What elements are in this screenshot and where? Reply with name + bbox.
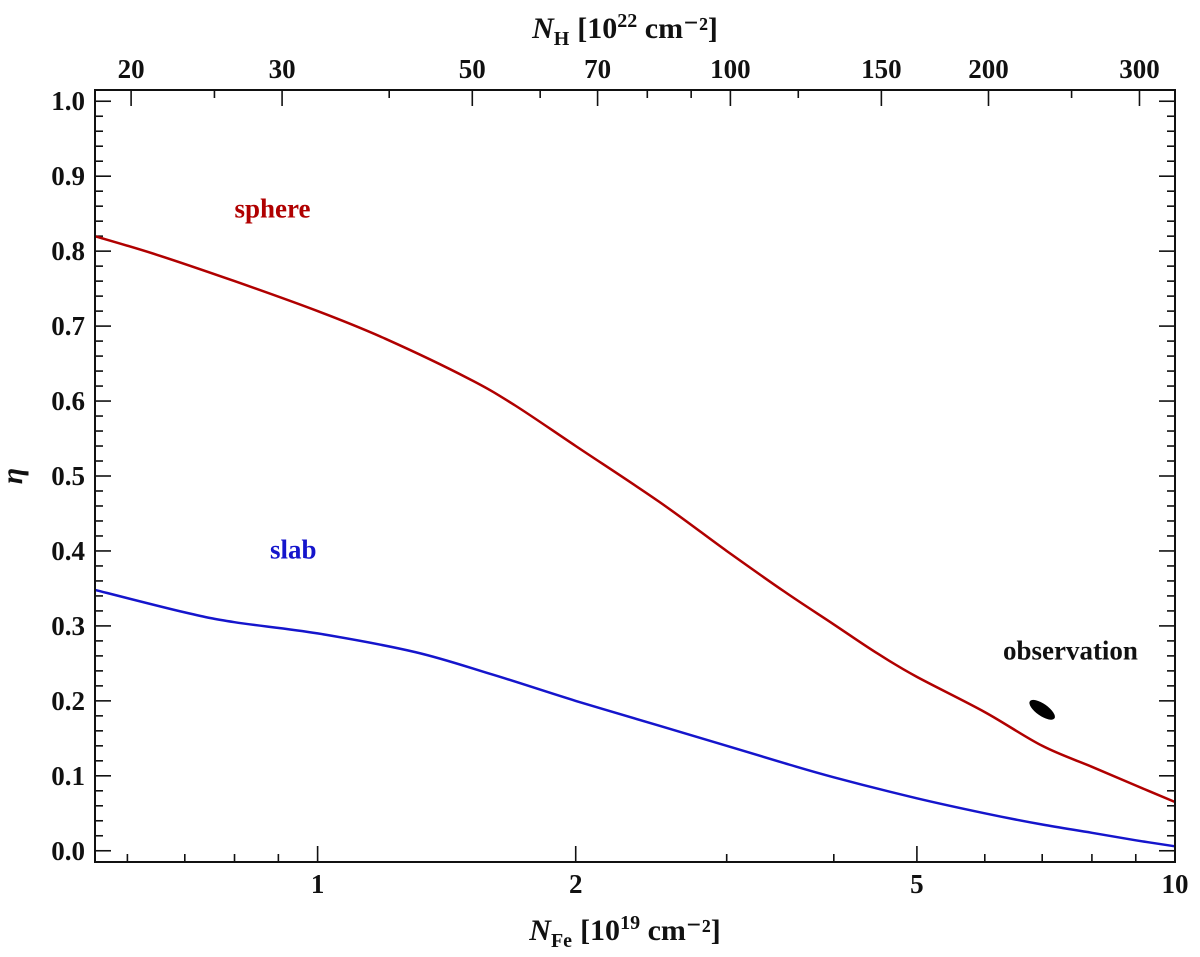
x-tick-label: 2 (569, 869, 583, 899)
y-tick-label: 0.3 (51, 611, 85, 641)
x-axis-unit-exponent: 19 (620, 912, 640, 934)
x-axis-title: NFe [1019 cm⁻²] (528, 912, 720, 952)
x-axis-subscript: Fe (551, 930, 572, 952)
series-label-slab: slab (270, 534, 317, 564)
y-tick-label: 0.6 (51, 386, 85, 416)
observation-marker (1029, 699, 1055, 720)
x-axis-unit-suffix: cm⁻²] (640, 914, 721, 947)
major-ticks (95, 90, 1176, 862)
y-tick-label: 0.0 (51, 836, 85, 866)
y-tick-label: 0.9 (51, 161, 85, 191)
y-tick-label: 0.1 (51, 761, 85, 791)
x-tick-label: 10 (1162, 869, 1189, 899)
tick-labels: 1 2 5 10 20 30 50 70 100 150 200 300 0.0 0.1 0.2 0.3 0.4… (51, 54, 1188, 899)
x-tick-label: 1 (311, 869, 325, 899)
series-line-slab (94, 588, 1176, 848)
y-tick-label: 0.7 (51, 311, 85, 341)
top-x-tick-label: 100 (710, 54, 751, 84)
series-label-sphere: sphere (235, 193, 311, 223)
top-axis-title: NH [1022 cm⁻²] (531, 10, 718, 50)
x-axis-symbol: N (528, 914, 552, 947)
top-x-tick-label: 20 (118, 54, 145, 84)
x-axis-unit-prefix: [10 (580, 914, 620, 947)
top-x-tick-label: 200 (968, 54, 1009, 84)
y-tick-label: 0.4 (51, 536, 85, 566)
top-x-tick-label: 30 (269, 54, 296, 84)
y-tick-label: 0.2 (51, 686, 85, 716)
top-x-tick-label: 150 (861, 54, 902, 84)
series-layer: sphere slab observation (94, 193, 1176, 848)
top-axis-unit-prefix: [10 (577, 12, 617, 45)
y-tick-label: 0.8 (51, 236, 85, 266)
minor-ticks (95, 90, 1175, 862)
y-axis-title: η (0, 468, 29, 484)
top-axis-subscript: H (554, 28, 570, 50)
top-x-tick-label: 50 (459, 54, 486, 84)
series-line-sphere (94, 235, 1176, 804)
y-tick-label: 0.5 (51, 461, 85, 491)
top-x-tick-label: 70 (584, 54, 611, 84)
top-axis-symbol: N (531, 12, 555, 45)
x-tick-label: 5 (910, 869, 924, 899)
annotation-observation: observation (1003, 636, 1138, 666)
y-tick-label: 1.0 (51, 86, 85, 116)
plot-frame (94, 89, 1176, 863)
top-axis-unit-suffix: cm⁻²] (637, 12, 718, 45)
top-x-tick-label: 300 (1119, 54, 1160, 84)
top-axis-unit-exponent: 22 (617, 10, 637, 32)
